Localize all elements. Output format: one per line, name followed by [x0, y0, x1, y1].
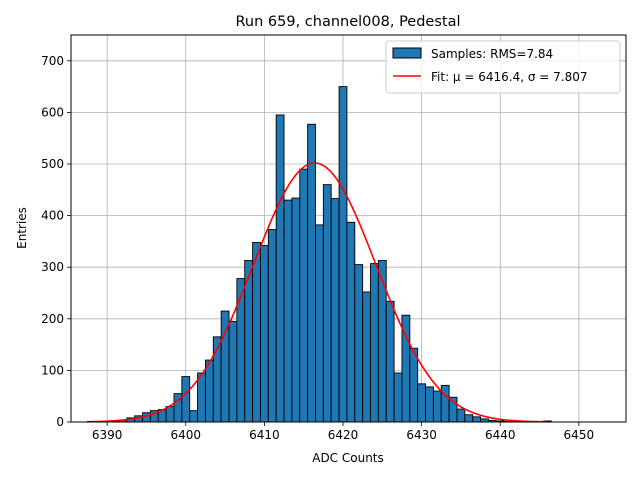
y-tick-label: 100: [41, 363, 64, 377]
histogram-bar: [417, 383, 426, 423]
x-axis-ticks: 6390 6400 6410 6420 6430 6440 6450: [92, 422, 594, 442]
y-axis-label: Entries: [15, 207, 29, 249]
x-tick-label: 6400: [170, 428, 201, 442]
histogram-bar: [283, 199, 293, 423]
histogram-bar: [464, 414, 474, 423]
histogram-bar: [432, 390, 442, 423]
x-tick-label: 6450: [564, 428, 595, 442]
histogram-bar: [370, 263, 379, 423]
histogram-bar: [377, 260, 387, 423]
histogram-bar: [307, 123, 316, 423]
x-tick-label: 6420: [328, 428, 359, 442]
histogram-bar: [385, 300, 395, 423]
y-tick-label: 200: [41, 312, 64, 326]
histogram-bar: [362, 291, 371, 423]
histogram-bar: [291, 197, 301, 423]
histogram-bar: [315, 224, 324, 423]
histogram-bar: [354, 264, 364, 423]
histogram-bar: [197, 372, 206, 423]
histogram-bar: [299, 168, 309, 423]
x-tick-label: 6410: [249, 428, 280, 442]
chart-title: Run 659, channel008, Pedestal: [235, 14, 460, 30]
y-tick-label: 600: [41, 105, 64, 119]
y-axis-ticks: 0 100 200 300 400 500 600 700: [41, 54, 71, 429]
histogram-bar: [393, 372, 403, 423]
y-tick-label: 700: [41, 54, 64, 68]
legend-label-samples: Samples: RMS=7.84: [431, 47, 553, 61]
histogram-bar: [472, 416, 482, 423]
histogram-bar: [204, 359, 214, 423]
histogram-bar: [409, 347, 419, 423]
x-tick-label: 6440: [485, 428, 516, 442]
histogram-bar: [165, 406, 175, 423]
histogram-bar: [275, 114, 285, 423]
histogram-bar: [252, 241, 261, 423]
histogram-bar: [228, 320, 238, 423]
x-axis-label: ADC Counts: [312, 451, 384, 465]
fit-curve: [91, 162, 548, 423]
y-tick-label: 0: [56, 415, 64, 429]
y-tick-label: 500: [41, 157, 64, 171]
plot-frame: [70, 34, 627, 423]
fit-curve-layer: [91, 162, 548, 423]
y-tick-label: 300: [41, 260, 64, 274]
histogram-bar: [338, 86, 348, 423]
histogram-bar: [322, 184, 332, 423]
histogram-bar: [456, 408, 466, 423]
histogram-bar: [189, 410, 199, 423]
histogram-bar: [425, 386, 434, 423]
x-tick-label: 6430: [406, 428, 437, 442]
legend: Samples: RMS=7.84 Fit: μ = 6416.4, σ = 7…: [385, 40, 621, 94]
histogram-bar: [260, 245, 269, 423]
histogram-bar: [181, 376, 191, 423]
histogram-bar: [236, 278, 246, 423]
x-tick-label: 6390: [92, 428, 123, 442]
histogram-bar: [267, 229, 277, 423]
legend-box: [385, 40, 621, 94]
histogram-bar: [346, 221, 356, 423]
histogram-bar: [440, 384, 450, 423]
legend-swatch-samples: [392, 47, 422, 59]
y-tick-label: 400: [41, 209, 64, 223]
histogram-bar: [330, 198, 340, 423]
legend-label-fit: Fit: μ = 6416.4, σ = 7.807: [431, 70, 588, 84]
